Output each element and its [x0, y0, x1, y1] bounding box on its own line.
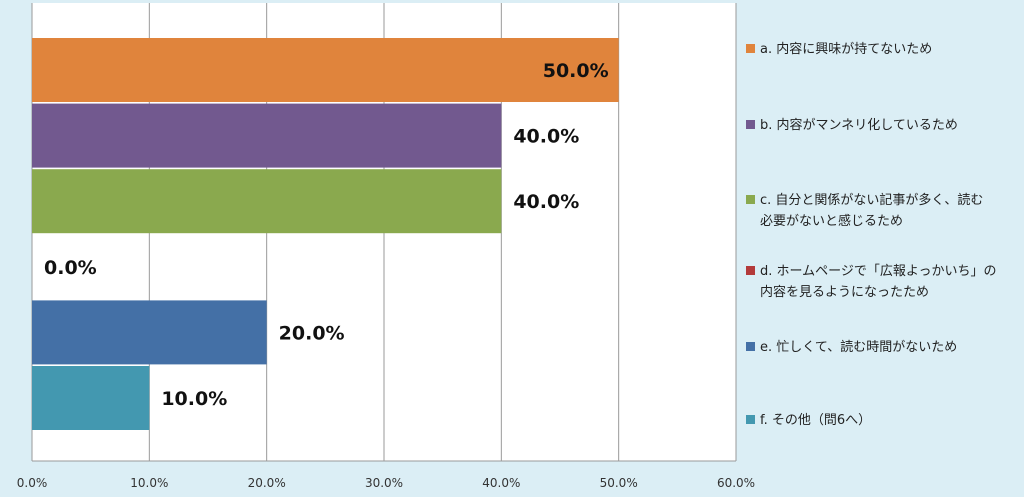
- x-tick-label: 0.0%: [17, 476, 48, 490]
- bars: [32, 38, 619, 430]
- legend-swatch: [746, 195, 755, 204]
- legend-entry: b. 内容がマンネリ化しているため: [746, 117, 958, 133]
- legend-swatch: [746, 44, 755, 53]
- bar: [32, 169, 502, 234]
- legend-label: d. ホームページで「広報よっかいち」の: [760, 264, 996, 279]
- bar: [32, 300, 267, 365]
- legend-entry: f. その他（問6へ）: [746, 413, 871, 428]
- x-tick-label: 30.0%: [365, 476, 403, 490]
- x-tick-label: 50.0%: [600, 476, 638, 490]
- legend-label: a. 内容に興味が持てないため: [760, 41, 932, 57]
- legend-swatch: [746, 266, 755, 275]
- data-label: 20.0%: [279, 322, 345, 344]
- bar: [32, 103, 502, 168]
- data-label: 40.0%: [513, 126, 579, 148]
- x-tick-label: 10.0%: [130, 476, 168, 490]
- data-label: 50.0%: [543, 60, 609, 82]
- legend-label: b. 内容がマンネリ化しているため: [760, 117, 958, 133]
- legend-swatch: [746, 342, 755, 351]
- x-axis-ticks: 0.0% 10.0% 20.0% 30.0% 40.0% 50.0% 60.0%: [17, 476, 755, 490]
- bar: [32, 38, 619, 102]
- legend-label: 必要がないと感じるため: [760, 213, 903, 229]
- data-label: 40.0%: [513, 191, 579, 213]
- x-tick-label: 40.0%: [482, 476, 520, 490]
- legend-swatch: [746, 415, 755, 424]
- data-label: 0.0%: [44, 257, 97, 279]
- data-labels: 50.0% 40.0% 40.0% 0.0% 20.0% 10.0%: [44, 60, 609, 410]
- legend: a. 内容に興味が持てないため b. 内容がマンネリ化しているため c. 自分と関係…: [746, 41, 996, 428]
- legend-entry: e. 忙しくて、読む時間がないため: [746, 339, 957, 355]
- legend-label: 内容を見るようになったため: [760, 284, 929, 300]
- x-tick-label: 20.0%: [248, 476, 286, 490]
- legend-swatch: [746, 120, 755, 129]
- legend-label: f. その他（問6へ）: [760, 413, 871, 428]
- data-label: 10.0%: [161, 388, 227, 410]
- legend-label: e. 忙しくて、読む時間がないため: [760, 339, 957, 355]
- legend-entry: a. 内容に興味が持てないため: [746, 41, 932, 57]
- bar: [32, 366, 150, 430]
- x-tick-label: 60.0%: [717, 476, 755, 490]
- legend-label: c. 自分と関係がない記事が多く、読む: [760, 192, 983, 208]
